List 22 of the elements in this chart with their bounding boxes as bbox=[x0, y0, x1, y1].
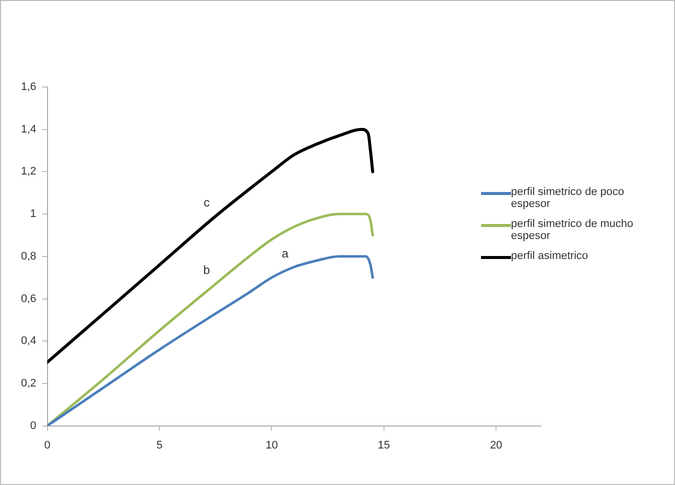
x-tick-label: 10 bbox=[266, 439, 278, 452]
y-tick-label: 0,4 bbox=[20, 335, 36, 348]
x-tick-label: 20 bbox=[490, 439, 502, 452]
legend-label: perfil asimetrico bbox=[511, 250, 588, 262]
y-tick-label: 1,4 bbox=[20, 123, 36, 136]
y-tick-label: 0,8 bbox=[20, 250, 36, 262]
x-tick-label: 0 bbox=[44, 439, 50, 452]
y-tick-label: 1,2 bbox=[20, 166, 36, 178]
legend-label: perfil simetrico de poco espesor bbox=[511, 186, 626, 210]
x-tick-label: 5 bbox=[156, 439, 163, 452]
y-tick-label: 1,6 bbox=[20, 81, 36, 94]
line-series bbox=[47, 212, 374, 426]
x-tick-label: 15 bbox=[378, 439, 390, 452]
line-series bbox=[47, 128, 374, 364]
annotation: b bbox=[203, 263, 210, 278]
y-tick-label: 0,6 bbox=[20, 292, 36, 305]
annotation: c bbox=[204, 195, 210, 210]
annotation: a bbox=[282, 246, 289, 260]
legend-label: perfil simetrico de mucho espesor bbox=[511, 218, 634, 242]
y-tick-label: 0 bbox=[30, 420, 36, 432]
y-tick-label: 1 bbox=[30, 208, 36, 220]
y-tick-label: 0,2 bbox=[20, 377, 36, 390]
